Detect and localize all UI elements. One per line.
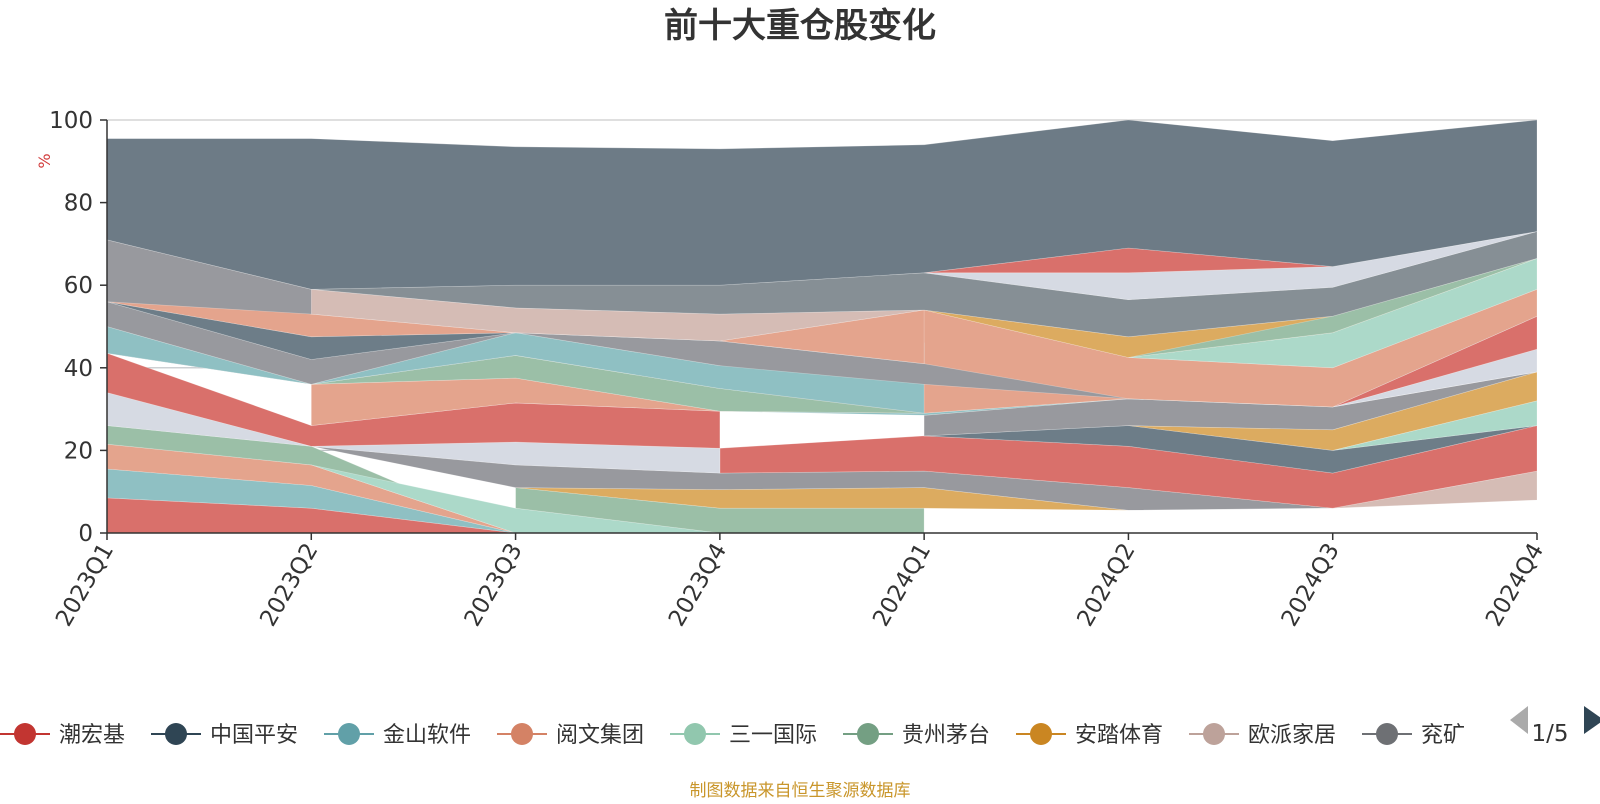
legend-circle-marker bbox=[1376, 723, 1398, 745]
legend-circle-marker bbox=[338, 723, 360, 745]
legend-label: 贵州茅台 bbox=[902, 723, 990, 748]
legend-item[interactable]: 贵州茅台 bbox=[843, 723, 990, 748]
legend-prev-icon[interactable] bbox=[1510, 706, 1528, 734]
y-tick-label: 60 bbox=[64, 273, 93, 299]
legend-item[interactable]: 金山软件 bbox=[324, 723, 471, 748]
legend-item[interactable]: 安踏体育 bbox=[1016, 723, 1163, 748]
y-tick-label: 80 bbox=[64, 191, 93, 217]
x-tick-label: 2023Q1 bbox=[51, 539, 119, 631]
area-series-layer bbox=[106, 119, 1538, 534]
x-tick-label: 2024Q3 bbox=[1277, 539, 1345, 631]
legend-label: 阅文集团 bbox=[556, 723, 644, 748]
chart-title: 前十大重仓股变化 bbox=[664, 6, 936, 46]
legend-circle-marker bbox=[165, 723, 187, 745]
legend-item[interactable]: 中国平安 bbox=[151, 723, 298, 748]
legend-label: 欧派家居 bbox=[1248, 723, 1336, 748]
legend-circle-marker bbox=[1030, 723, 1052, 745]
y-axis-label: % bbox=[35, 153, 54, 168]
legend-circle-marker bbox=[684, 723, 706, 745]
x-tick-label: 2023Q2 bbox=[255, 539, 323, 631]
area-band-14 bbox=[923, 371, 1538, 437]
legend-next-icon[interactable] bbox=[1584, 706, 1600, 734]
legend-item[interactable]: 潮宏基 bbox=[0, 723, 125, 748]
legend-label: 兖矿 bbox=[1421, 723, 1465, 748]
legend-circle-marker bbox=[1203, 723, 1225, 745]
legend-circle-marker bbox=[857, 723, 879, 745]
legend-pager: 1/5 bbox=[1510, 706, 1600, 747]
area-band-15 bbox=[106, 392, 721, 474]
legend[interactable]: 潮宏基 中国平安 金山软件 阅文集团 三一国际 贵州茅台 安踏体育 欧派家居 兖矿 bbox=[0, 723, 1465, 748]
legend-label: 安踏体育 bbox=[1075, 723, 1163, 748]
legend-item[interactable]: 欧派家居 bbox=[1189, 723, 1336, 748]
legend-label: 三一国际 bbox=[729, 723, 817, 748]
y-tick-label: 0 bbox=[78, 521, 93, 547]
legend-label: 中国平安 bbox=[210, 723, 298, 748]
y-tick-label: 100 bbox=[49, 108, 93, 134]
x-tick-label: 2024Q2 bbox=[1072, 539, 1140, 631]
legend-circle-marker bbox=[14, 723, 36, 745]
legend-circle-marker bbox=[511, 723, 533, 745]
x-tick-label: 2023Q3 bbox=[460, 539, 528, 631]
legend-item[interactable]: 三一国际 bbox=[670, 723, 817, 748]
legend-page-indicator: 1/5 bbox=[1531, 721, 1568, 747]
area-band-33 bbox=[106, 119, 1538, 290]
x-tick-label: 2024Q1 bbox=[868, 539, 936, 631]
legend-label: 金山软件 bbox=[383, 723, 471, 748]
y-tick-label: 40 bbox=[64, 356, 93, 382]
area-band-9 bbox=[1332, 470, 1538, 509]
legend-label: 潮宏基 bbox=[59, 723, 125, 748]
source-note: 制图数据来自恒生聚源数据库 bbox=[690, 781, 911, 800]
x-tick-label: 2024Q4 bbox=[1481, 539, 1549, 631]
legend-item[interactable]: 阅文集团 bbox=[497, 723, 644, 748]
y-tick-label: 20 bbox=[64, 438, 93, 464]
x-tick-label: 2023Q4 bbox=[664, 539, 732, 631]
legend-item[interactable]: 兖矿 bbox=[1362, 723, 1465, 748]
